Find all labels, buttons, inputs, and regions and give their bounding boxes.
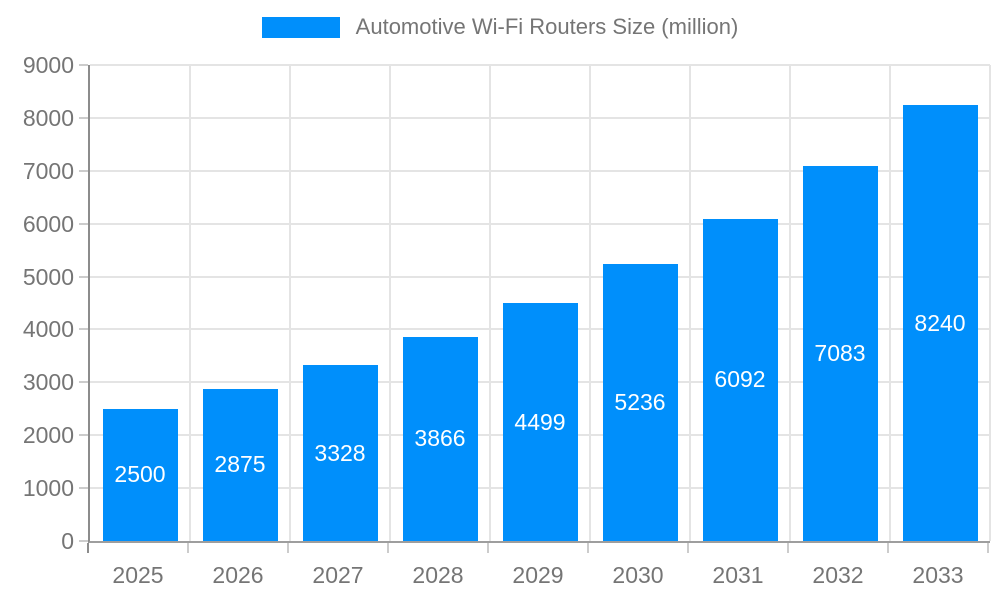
y-tick (79, 434, 88, 437)
y-tick (79, 116, 88, 119)
y-tick (79, 328, 88, 331)
x-axis-label: 2027 (312, 562, 364, 588)
y-axis-label: 2000 (22, 422, 74, 449)
y-axis-label: 7000 (22, 157, 74, 184)
y-axis-label: 1000 (22, 475, 74, 502)
y-tick (79, 64, 88, 66)
grid-line-h (90, 169, 990, 172)
x-tick (587, 543, 589, 553)
grid-line-h (90, 116, 990, 119)
x-axis-label: 2029 (512, 562, 564, 588)
x-axis-label: 2033 (912, 562, 964, 588)
legend-swatch-icon (261, 16, 340, 38)
bar-value-label: 5236 (614, 389, 666, 416)
legend-label: Automotive Wi-Fi Routers Size (million) (355, 14, 739, 39)
bar-value-label: 2875 (214, 451, 266, 478)
grid-line-v (789, 65, 791, 541)
legend: Automotive Wi-Fi Routers Size (million) (0, 14, 1000, 40)
y-tick (79, 222, 88, 225)
bar-value-label: 3328 (314, 439, 366, 466)
bar[interactable]: 2875 (202, 388, 278, 541)
bar[interactable]: 4499 (502, 303, 578, 541)
y-axis-label: 6000 (22, 210, 74, 237)
y-tick (79, 275, 88, 278)
x-tick (987, 543, 989, 553)
bar[interactable]: 2500 (102, 408, 178, 541)
bar-value-label: 6092 (714, 366, 766, 393)
x-axis-label: 2028 (412, 562, 464, 588)
x-tick (787, 543, 789, 553)
x-tick (687, 543, 689, 553)
bar-value-label: 4499 (514, 408, 566, 435)
y-tick (79, 169, 88, 172)
x-axis-label: 2032 (812, 562, 864, 588)
bar-value-label: 3866 (414, 425, 466, 452)
grid-line-v (189, 65, 191, 541)
grid-line-v (689, 65, 691, 541)
grid-line-v (489, 65, 491, 541)
grid-line-v (289, 65, 291, 541)
bar[interactable]: 7083 (802, 166, 878, 541)
x-axis-label: 2025 (112, 562, 164, 588)
bar[interactable]: 5236 (602, 264, 678, 541)
y-axis-label: 3000 (22, 369, 74, 396)
bar[interactable]: 3328 (302, 365, 378, 541)
bar-value-label: 2500 (114, 461, 166, 488)
grid-line-v (889, 65, 891, 541)
y-axis-label: 9000 (22, 52, 74, 78)
bar[interactable]: 8240 (902, 105, 978, 541)
y-axis-label: 5000 (22, 263, 74, 290)
y-axis-label: 8000 (22, 104, 74, 131)
x-tick (487, 543, 489, 553)
x-tick (887, 543, 889, 553)
grid-line-v (989, 65, 991, 541)
bar[interactable]: 6092 (702, 218, 778, 541)
x-axis-label: 2026 (212, 562, 264, 588)
bar-value-label: 8240 (914, 309, 966, 336)
x-tick (187, 543, 189, 553)
grid-line-h (90, 222, 990, 225)
bar-value-label: 7083 (814, 340, 866, 367)
grid-line-v (389, 65, 391, 541)
x-tick (387, 543, 389, 553)
plot-area: 2500 2875 3328 3866 4499 5236 6092 7083 8240 (88, 64, 991, 543)
y-tick (79, 487, 88, 490)
grid-line-v (589, 65, 591, 541)
legend-item[interactable]: Automotive Wi-Fi Routers Size (million) (261, 14, 739, 40)
x-tick (87, 543, 89, 553)
y-axis-label: 4000 (22, 316, 74, 343)
y-tick (79, 381, 88, 384)
y-tick (79, 540, 88, 542)
bar[interactable]: 3866 (402, 336, 478, 541)
grid-line-h (90, 64, 990, 66)
grid-line-h (90, 275, 990, 278)
y-axis-label: 0 (61, 528, 74, 554)
x-axis-label: 2030 (612, 562, 664, 588)
x-tick (287, 543, 289, 553)
x-axis-label: 2031 (712, 562, 764, 588)
